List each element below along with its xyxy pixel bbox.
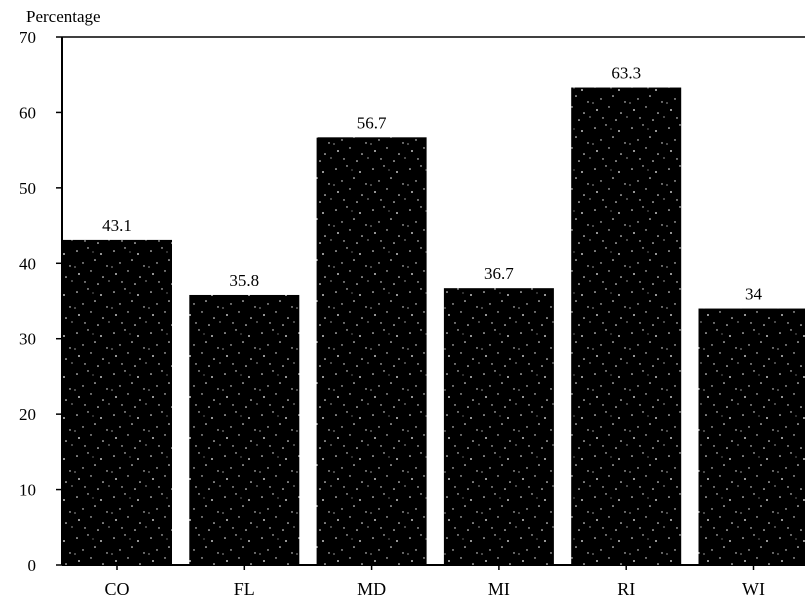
y-axis-label: Percentage <box>26 7 101 26</box>
x-tick-label-co: CO <box>104 579 129 599</box>
plot-area: 0 10 20 30 40 50 60 70 43.1 CO 35.8 FL 56.7 MD 36.7 MI 6… <box>19 28 805 599</box>
bar-wi <box>699 309 805 565</box>
bar-value-label-co: 43.1 <box>102 216 132 235</box>
bar-co <box>62 240 172 565</box>
y-tick-label-40: 40 <box>19 254 36 273</box>
bar-ri <box>571 88 681 565</box>
bar-value-label-md: 56.7 <box>357 113 387 132</box>
x-tick-label-wi: WI <box>742 579 765 599</box>
bar-fl <box>189 295 299 565</box>
bar-value-label-wi: 34 <box>745 285 763 304</box>
x-tick-label-fl: FL <box>234 579 255 599</box>
x-tick-label-mi: MI <box>488 579 510 599</box>
x-tick-label-md: MD <box>357 579 386 599</box>
bar-mi <box>444 288 554 565</box>
bar-md <box>317 137 427 565</box>
bar-value-label-ri: 63.3 <box>611 64 641 83</box>
y-tick-label-0: 0 <box>28 556 37 575</box>
y-tick-label-50: 50 <box>19 179 36 198</box>
bar-value-label-fl: 35.8 <box>229 271 259 290</box>
y-tick-label-20: 20 <box>19 405 36 424</box>
x-tick-label-ri: RI <box>617 579 635 599</box>
y-tick-label-30: 30 <box>19 330 36 349</box>
bar-value-label-mi: 36.7 <box>484 264 514 283</box>
y-tick-label-10: 10 <box>19 481 36 500</box>
y-tick-label-70: 70 <box>19 28 36 47</box>
y-tick-label-60: 60 <box>19 103 36 122</box>
